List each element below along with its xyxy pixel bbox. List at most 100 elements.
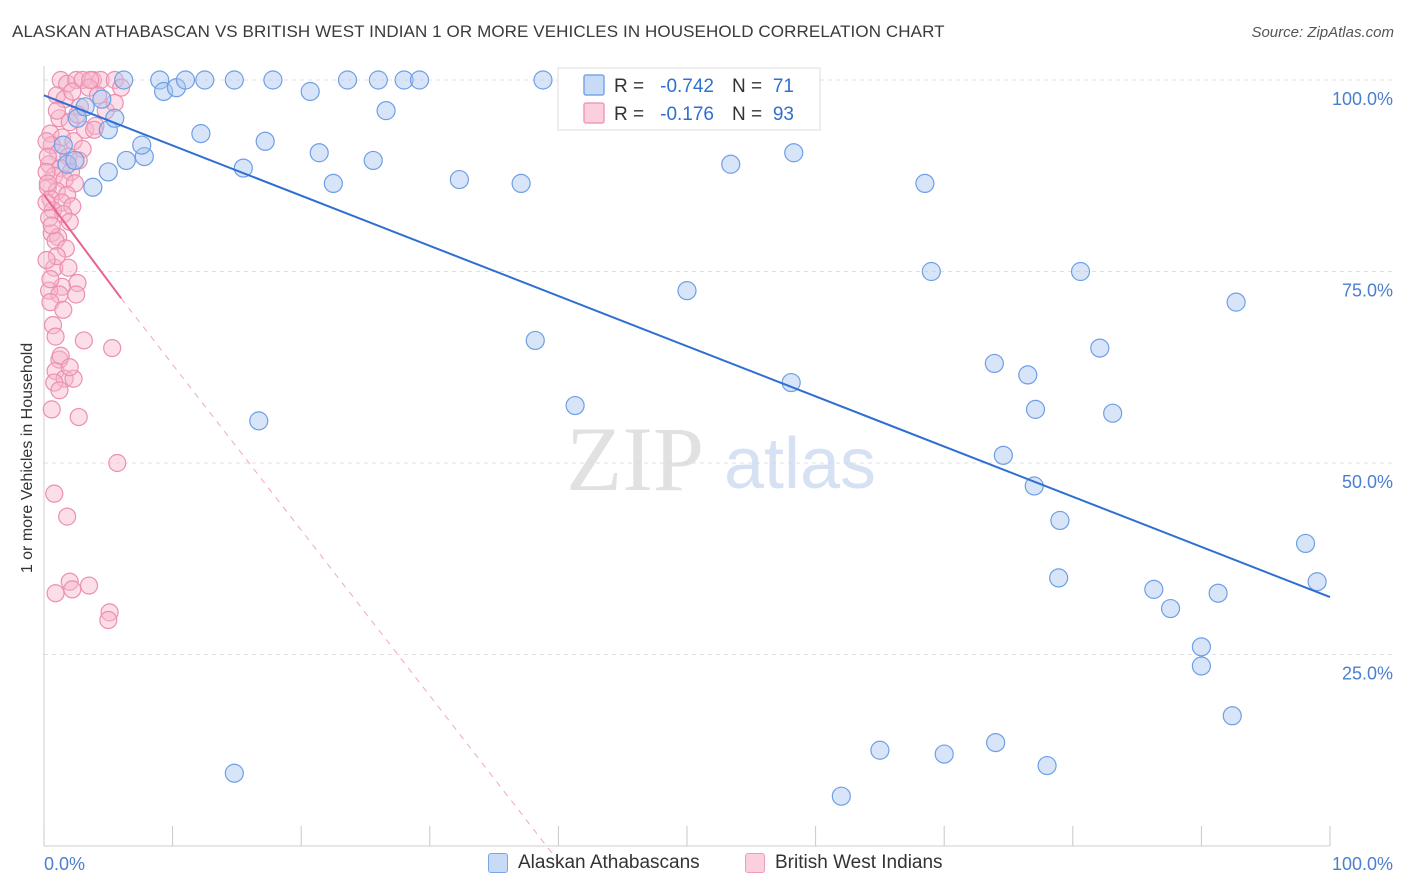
data-point <box>255 131 275 151</box>
series-alaskan-athabascans <box>53 70 1327 806</box>
data-point <box>64 369 83 388</box>
series-british-west-indians <box>37 70 131 630</box>
data-point <box>100 603 119 622</box>
data-point <box>43 316 63 335</box>
data-point <box>38 147 57 166</box>
data-point <box>323 173 343 194</box>
data-point <box>83 177 103 197</box>
data-point <box>1037 755 1057 776</box>
watermark-zip: ZIP <box>566 408 704 510</box>
data-point <box>46 584 65 603</box>
data-point <box>191 124 211 144</box>
data-point <box>47 247 66 266</box>
legend-swatch-pink <box>745 853 765 873</box>
data-point <box>409 70 430 90</box>
x-tick-label: 100.0% <box>1332 854 1393 874</box>
data-point <box>1226 292 1246 312</box>
data-point <box>363 150 383 171</box>
watermark: ZIP atlas <box>566 408 876 510</box>
data-point <box>721 154 741 174</box>
legend-r-value: -0.742 <box>660 76 714 97</box>
data-point <box>153 81 174 102</box>
axes <box>43 66 1331 847</box>
data-point <box>921 261 941 282</box>
data-point <box>233 158 253 178</box>
data-point <box>1191 637 1212 657</box>
data-point <box>88 86 108 105</box>
data-point <box>915 173 935 194</box>
data-point <box>37 162 56 182</box>
data-point <box>533 70 553 90</box>
data-point <box>65 150 85 171</box>
legend-n-value: 71 <box>773 76 794 97</box>
data-point <box>67 285 86 304</box>
correlation-legend: R = -0.742 N = 71 R = -0.176 N = 93 <box>557 67 821 131</box>
data-point <box>224 70 244 90</box>
data-point <box>565 395 585 416</box>
data-point <box>52 128 72 147</box>
data-point <box>38 174 57 193</box>
data-point <box>1295 533 1316 554</box>
data-point <box>99 610 118 630</box>
source-label: Source: ZipAtlas.com <box>1251 24 1394 41</box>
data-point <box>69 407 88 427</box>
data-point <box>1090 338 1110 358</box>
data-point <box>41 270 60 289</box>
data-point <box>37 250 56 270</box>
y-tick-label: 100.0% <box>1332 89 1393 109</box>
data-point <box>63 580 82 599</box>
legend-item-alaskan: Alaskan Athabascans <box>488 852 700 874</box>
legend-label-british: British West Indians <box>775 852 943 873</box>
data-point <box>81 70 100 90</box>
data-point <box>114 70 134 90</box>
data-point <box>132 135 152 155</box>
data-point <box>175 70 196 90</box>
data-point <box>68 273 87 293</box>
data-point <box>1025 399 1046 419</box>
data-point <box>1050 510 1070 531</box>
data-point <box>116 150 136 171</box>
data-point <box>42 400 61 419</box>
data-point <box>108 453 127 473</box>
legend-n-label: N = <box>732 104 762 125</box>
legend-item-british: British West Indians <box>745 852 943 874</box>
legend-r-label: R = <box>614 76 644 97</box>
data-point <box>677 281 697 301</box>
data-point <box>60 358 79 377</box>
y-tick-label: 50.0% <box>1342 472 1393 492</box>
data-point <box>134 147 154 167</box>
data-point <box>376 101 396 121</box>
data-point <box>45 484 64 503</box>
trend-lines <box>43 94 1331 862</box>
data-point <box>50 381 69 400</box>
legend-n-label: N = <box>732 76 762 97</box>
data-point <box>394 70 414 90</box>
trend-line-british-extension <box>120 298 559 862</box>
bottom-legend: Alaskan Athabascans British West Indians <box>0 852 1406 878</box>
tick-labels: 100.0% 75.0% 50.0% 25.0% 0.0% 100.0% <box>44 89 1393 874</box>
data-point <box>984 353 1004 374</box>
legend-n-value: 93 <box>773 104 794 125</box>
y-tick-label: 25.0% <box>1342 664 1393 684</box>
data-point <box>103 339 122 358</box>
data-point <box>54 300 73 319</box>
data-point <box>37 193 56 212</box>
data-point <box>1103 403 1123 423</box>
data-point <box>249 411 269 431</box>
data-point <box>993 445 1013 465</box>
data-point <box>74 331 93 350</box>
data-point <box>309 143 329 163</box>
data-point <box>59 258 78 277</box>
data-point <box>38 178 57 197</box>
data-point <box>337 70 358 90</box>
data-point <box>1208 583 1228 603</box>
data-point <box>934 744 954 764</box>
data-point <box>37 132 56 151</box>
watermark-atlas: atlas <box>724 424 876 504</box>
data-point <box>73 139 92 159</box>
data-point <box>368 70 388 90</box>
data-point <box>525 330 545 351</box>
data-point <box>870 740 890 760</box>
data-point <box>224 763 244 783</box>
